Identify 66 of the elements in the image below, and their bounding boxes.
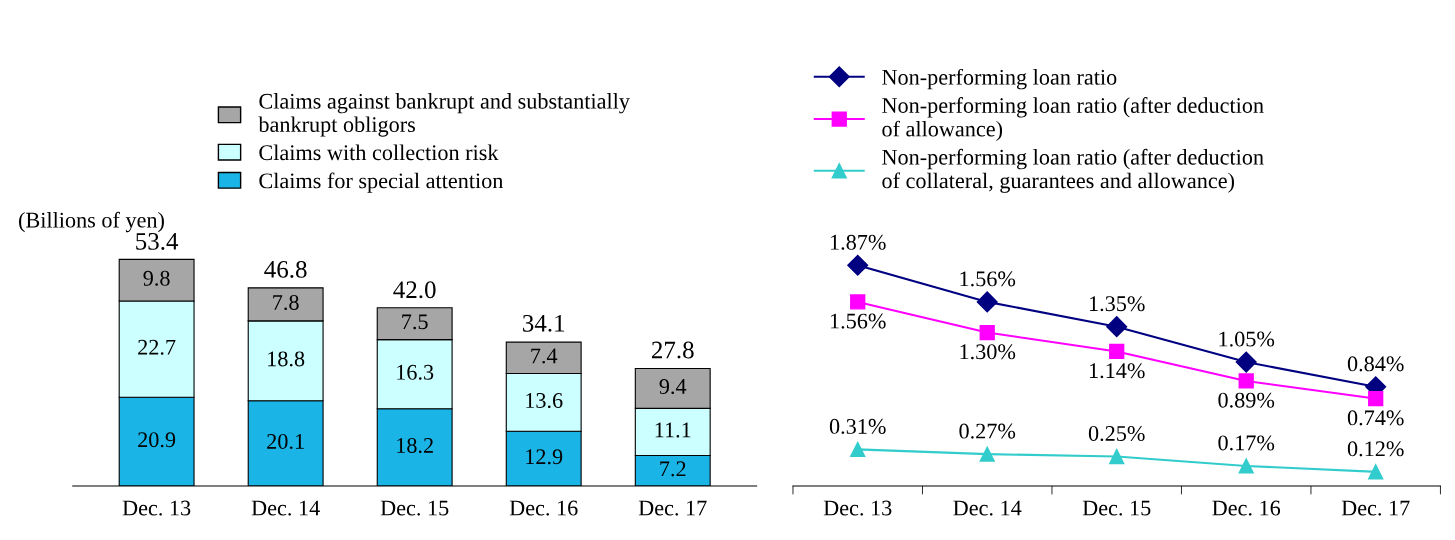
annotation: 46.8 bbox=[264, 260, 307, 278]
point bbox=[1238, 373, 1254, 389]
point bbox=[1368, 464, 1384, 480]
legend-label: Claims with collection risk bbox=[259, 144, 499, 161]
data-label: 18.8 bbox=[268, 351, 305, 367]
point bbox=[1109, 448, 1125, 465]
y-axis-title: (Billions of yen) bbox=[19, 211, 164, 233]
annotation: 27.8 bbox=[651, 341, 694, 359]
annotation: 53.4 bbox=[136, 232, 179, 250]
data-label: 0.17% bbox=[1218, 435, 1275, 451]
data-label: 1.87% bbox=[830, 234, 886, 250]
data-label: 20.1 bbox=[267, 433, 304, 450]
legend-label: Non-performing loan ratio bbox=[882, 68, 1117, 90]
data-label: 7.5 bbox=[402, 314, 428, 330]
x-tick-label: Dec. 16 bbox=[1212, 500, 1281, 516]
point bbox=[850, 441, 866, 458]
data-label: 9.8 bbox=[143, 270, 170, 286]
x-tick-label: Dec. 14 bbox=[953, 500, 1022, 516]
legend-label: Non-performing loan ratio (after deduction of allowance) bbox=[882, 97, 1264, 142]
annotation: 34.1 bbox=[523, 314, 565, 332]
legend-label: Non-performing loan ratio (after deduction of collateral, guarantees and allowance) bbox=[882, 148, 1264, 193]
data-label: 7.8 bbox=[273, 294, 299, 311]
x-tick-label: Dec. 14 bbox=[251, 500, 320, 516]
data-label: 7.4 bbox=[531, 348, 558, 364]
data-label: 1.35% bbox=[1089, 296, 1145, 312]
point bbox=[1106, 316, 1128, 338]
point bbox=[1235, 351, 1257, 373]
data-label: 1.05% bbox=[1219, 331, 1275, 347]
data-label: 11.1 bbox=[655, 422, 691, 438]
data-label: 0.12% bbox=[1347, 441, 1404, 457]
point bbox=[847, 254, 869, 276]
point bbox=[1109, 343, 1125, 360]
point bbox=[976, 291, 998, 313]
legend-label: Claims against bankrupt and substantially bankrupt obligors bbox=[258, 93, 630, 137]
data-label: 13.6 bbox=[526, 393, 563, 409]
x-tick-label: Dec. 13 bbox=[122, 500, 191, 516]
point bbox=[979, 446, 995, 462]
x-tick-label: Dec. 13 bbox=[823, 500, 892, 516]
data-label: 0.31% bbox=[829, 418, 886, 434]
point bbox=[1238, 458, 1254, 474]
data-label: 0.25% bbox=[1088, 425, 1145, 442]
data-label: 16.3 bbox=[397, 364, 434, 380]
data-label: 20.9 bbox=[138, 432, 176, 448]
annotation: 42.0 bbox=[393, 281, 436, 299]
point bbox=[1368, 391, 1384, 407]
legend-label: Claims for special attention bbox=[259, 172, 504, 193]
x-tick-label: Dec. 15 bbox=[380, 500, 449, 516]
data-label: 7.2 bbox=[660, 461, 686, 477]
data-label: 0.84% bbox=[1347, 356, 1404, 372]
x-tick-label: Dec. 16 bbox=[509, 500, 578, 516]
data-label: 0.89% bbox=[1218, 392, 1275, 408]
data-label: 1.30% bbox=[960, 344, 1016, 360]
data-label: 9.4 bbox=[659, 379, 687, 395]
point bbox=[979, 324, 995, 341]
point bbox=[850, 294, 866, 310]
data-label: 22.7 bbox=[138, 339, 176, 355]
data-label: 1.56% bbox=[960, 271, 1016, 287]
data-label: 12.9 bbox=[526, 449, 563, 465]
x-tick-label: Dec. 15 bbox=[1082, 500, 1151, 516]
data-label: 0.27% bbox=[959, 423, 1016, 439]
x-tick-label: Dec. 17 bbox=[638, 500, 707, 516]
data-label: 1.14% bbox=[1089, 363, 1145, 379]
x-tick-label: Dec. 17 bbox=[1341, 500, 1410, 516]
data-label: 0.74% bbox=[1347, 410, 1404, 426]
data-label: 1.56% bbox=[830, 313, 886, 329]
data-label: 18.2 bbox=[397, 437, 433, 454]
